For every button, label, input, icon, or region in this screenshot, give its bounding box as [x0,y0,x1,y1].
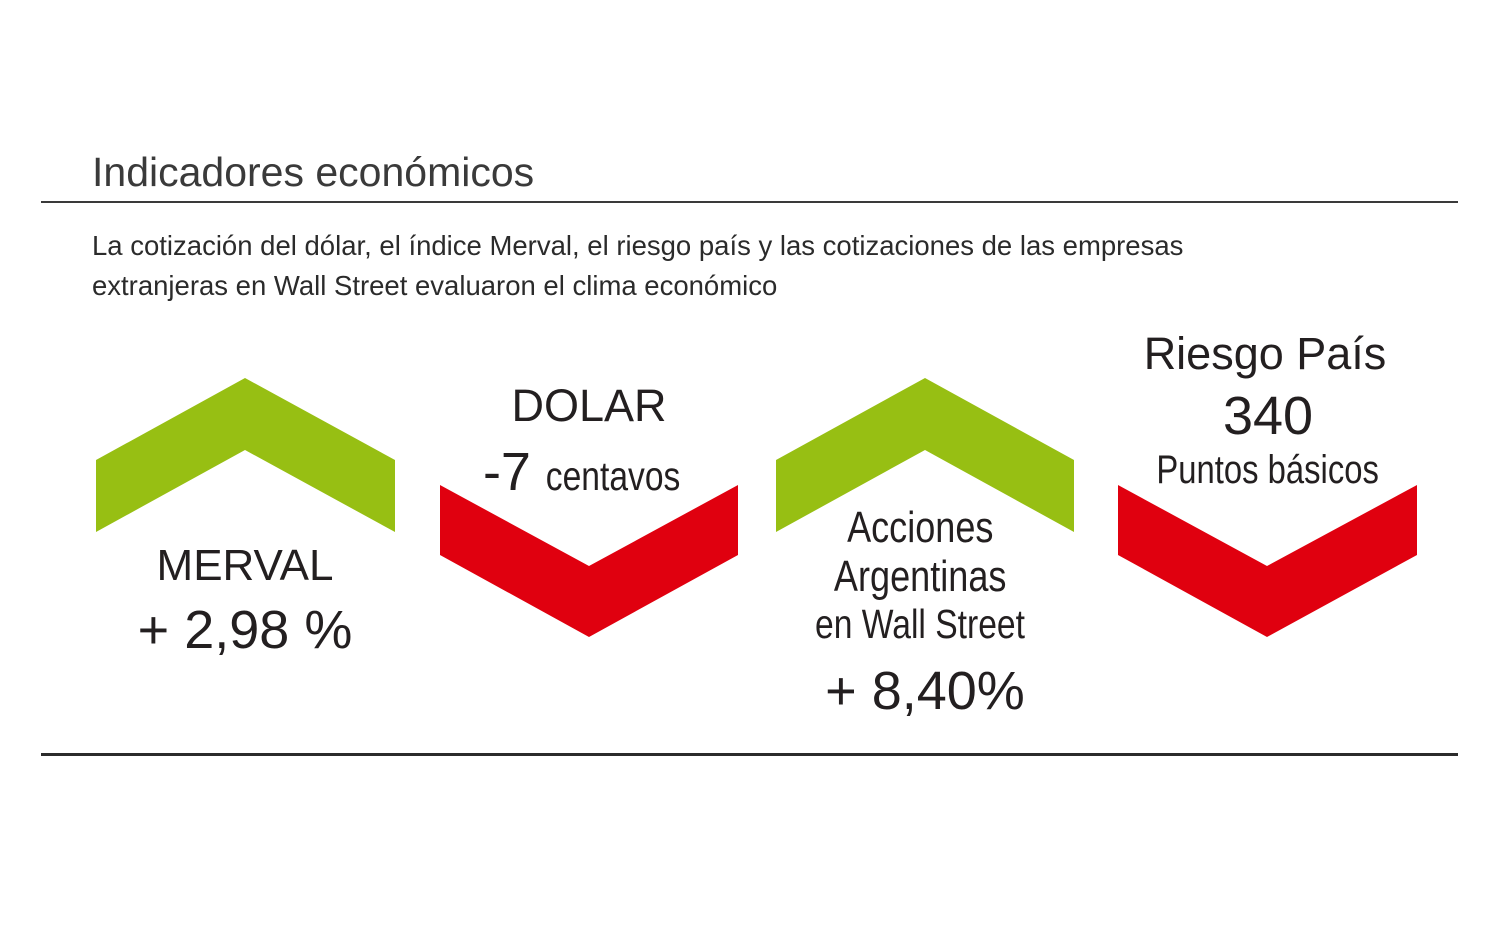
acciones-value: + 8,40% [825,661,1025,721]
dolar-value: -7 [482,442,531,502]
dolar-unit: centavos [545,453,681,499]
acciones-name-line-3: en Wall Street [815,601,1025,647]
riesgo-unit: Puntos básicos [1156,448,1380,492]
subtitle-line-2: extranjeras en Wall Street evaluaron el … [92,270,778,301]
page-subtitle: La cotización del dólar, el índice Merva… [92,226,1432,306]
acciones-name-line-2: Argentinas [833,552,1007,601]
dolar-name: DOLAR [511,380,667,431]
dolar-arrow-shape [440,485,738,637]
footer-divider [41,753,1458,756]
chevron-down-icon [440,485,738,637]
page-title: Indicadores económicos [92,149,535,195]
riesgo-value: 340 [1222,386,1314,446]
acciones-arrow-shape [776,378,1074,532]
subtitle-line-1: La cotización del dólar, el índice Merva… [92,230,1184,261]
acciones-name-line-1: Acciones [846,503,994,552]
dolar-value-group: -7 centavos [440,445,738,499]
merval-arrow-shape [96,378,395,532]
header-divider [41,201,1458,203]
chevron-up-icon [776,378,1074,532]
chevron-up-icon [96,378,395,532]
riesgo-arrow-shape [1118,485,1417,637]
merval-value: + 2,98 % [137,600,353,660]
riesgo-name: Riesgo País [1143,328,1387,379]
chevron-down-icon [1118,485,1417,637]
merval-name: MERVAL [156,541,334,590]
